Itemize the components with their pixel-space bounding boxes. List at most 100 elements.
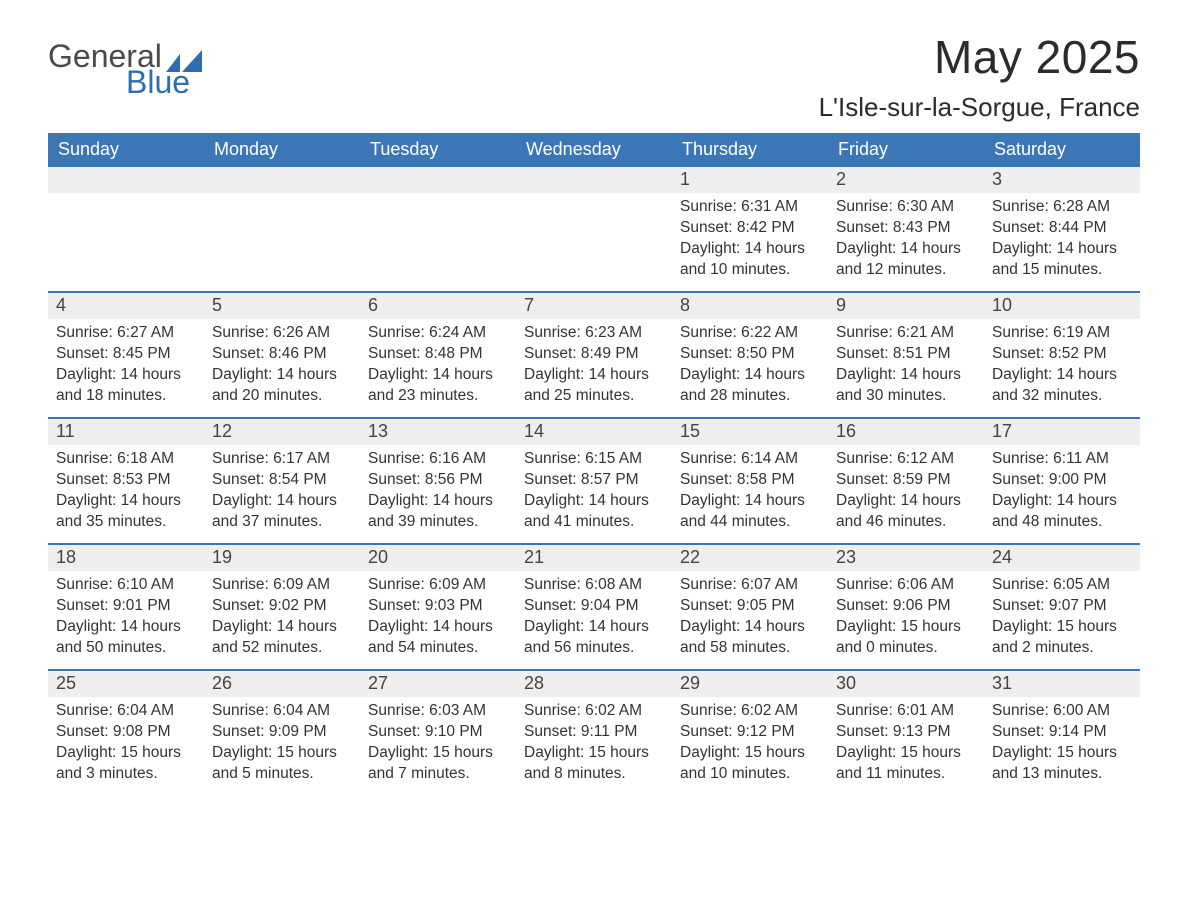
sunrise-line: Sunrise: 6:11 AM [992,449,1132,470]
day-number: . [48,167,204,193]
day-body: Sunrise: 6:03 AMSunset: 9:10 PMDaylight:… [360,697,516,785]
day-number: 12 [204,419,360,445]
sunrise-line: Sunrise: 6:26 AM [212,323,352,344]
day-body: Sunrise: 6:07 AMSunset: 9:05 PMDaylight:… [672,571,828,659]
day-cell: 26Sunrise: 6:04 AMSunset: 9:09 PMDayligh… [204,671,360,795]
daylight-line: Daylight: 15 hours and 2 minutes. [992,617,1132,659]
day-number: 13 [360,419,516,445]
day-cell: 21Sunrise: 6:08 AMSunset: 9:04 PMDayligh… [516,545,672,669]
sunrise-line: Sunrise: 6:02 AM [524,701,664,722]
sunset-line: Sunset: 9:08 PM [56,722,196,743]
daylight-line: Daylight: 15 hours and 7 minutes. [368,743,508,785]
day-number: 3 [984,167,1140,193]
day-body: Sunrise: 6:18 AMSunset: 8:53 PMDaylight:… [48,445,204,533]
day-number: 18 [48,545,204,571]
sunset-line: Sunset: 8:45 PM [56,344,196,365]
day-cell: 23Sunrise: 6:06 AMSunset: 9:06 PMDayligh… [828,545,984,669]
sunset-line: Sunset: 8:52 PM [992,344,1132,365]
day-body: Sunrise: 6:01 AMSunset: 9:13 PMDaylight:… [828,697,984,785]
day-body: Sunrise: 6:23 AMSunset: 8:49 PMDaylight:… [516,319,672,407]
day-body: Sunrise: 6:14 AMSunset: 8:58 PMDaylight:… [672,445,828,533]
month-title: May 2025 [819,30,1140,84]
daylight-line: Daylight: 14 hours and 32 minutes. [992,365,1132,407]
week-row: 11Sunrise: 6:18 AMSunset: 8:53 PMDayligh… [48,417,1140,543]
sunrise-line: Sunrise: 6:02 AM [680,701,820,722]
sunset-line: Sunset: 8:51 PM [836,344,976,365]
day-body: Sunrise: 6:02 AMSunset: 9:11 PMDaylight:… [516,697,672,785]
sunrise-line: Sunrise: 6:22 AM [680,323,820,344]
sunset-line: Sunset: 8:57 PM [524,470,664,491]
daylight-line: Daylight: 14 hours and 28 minutes. [680,365,820,407]
sunrise-line: Sunrise: 6:00 AM [992,701,1132,722]
daylight-line: Daylight: 14 hours and 35 minutes. [56,491,196,533]
title-block: May 2025 L'Isle-sur-la-Sorgue, France [819,30,1140,123]
day-number: 24 [984,545,1140,571]
day-body: Sunrise: 6:28 AMSunset: 8:44 PMDaylight:… [984,193,1140,281]
daylight-line: Daylight: 14 hours and 58 minutes. [680,617,820,659]
daylight-line: Daylight: 14 hours and 12 minutes. [836,239,976,281]
day-body: Sunrise: 6:24 AMSunset: 8:48 PMDaylight:… [360,319,516,407]
day-cell: 10Sunrise: 6:19 AMSunset: 8:52 PMDayligh… [984,293,1140,417]
day-cell: 8Sunrise: 6:22 AMSunset: 8:50 PMDaylight… [672,293,828,417]
sunset-line: Sunset: 8:50 PM [680,344,820,365]
daylight-line: Daylight: 14 hours and 41 minutes. [524,491,664,533]
sunrise-line: Sunrise: 6:03 AM [368,701,508,722]
daylight-line: Daylight: 15 hours and 11 minutes. [836,743,976,785]
week-row: 18Sunrise: 6:10 AMSunset: 9:01 PMDayligh… [48,543,1140,669]
daylight-line: Daylight: 14 hours and 30 minutes. [836,365,976,407]
day-number: 6 [360,293,516,319]
day-number: 31 [984,671,1140,697]
day-cell: 4Sunrise: 6:27 AMSunset: 8:45 PMDaylight… [48,293,204,417]
day-body: Sunrise: 6:31 AMSunset: 8:42 PMDaylight:… [672,193,828,281]
day-body: Sunrise: 6:02 AMSunset: 9:12 PMDaylight:… [672,697,828,785]
day-number: 9 [828,293,984,319]
day-body: Sunrise: 6:04 AMSunset: 9:08 PMDaylight:… [48,697,204,785]
day-cell-empty: . [360,167,516,291]
day-cell-empty: . [516,167,672,291]
day-number: . [516,167,672,193]
day-cell: 16Sunrise: 6:12 AMSunset: 8:59 PMDayligh… [828,419,984,543]
day-cell: 5Sunrise: 6:26 AMSunset: 8:46 PMDaylight… [204,293,360,417]
sunset-line: Sunset: 9:13 PM [836,722,976,743]
day-cell: 25Sunrise: 6:04 AMSunset: 9:08 PMDayligh… [48,671,204,795]
sunset-line: Sunset: 8:48 PM [368,344,508,365]
day-cell: 2Sunrise: 6:30 AMSunset: 8:43 PMDaylight… [828,167,984,291]
day-number: 27 [360,671,516,697]
day-cell: 15Sunrise: 6:14 AMSunset: 8:58 PMDayligh… [672,419,828,543]
sunrise-line: Sunrise: 6:12 AM [836,449,976,470]
sunrise-line: Sunrise: 6:28 AM [992,197,1132,218]
day-cell: 19Sunrise: 6:09 AMSunset: 9:02 PMDayligh… [204,545,360,669]
sunset-line: Sunset: 8:46 PM [212,344,352,365]
sunrise-line: Sunrise: 6:23 AM [524,323,664,344]
day-number: 20 [360,545,516,571]
day-cell: 3Sunrise: 6:28 AMSunset: 8:44 PMDaylight… [984,167,1140,291]
day-body: Sunrise: 6:00 AMSunset: 9:14 PMDaylight:… [984,697,1140,785]
day-number: 21 [516,545,672,571]
day-body: Sunrise: 6:05 AMSunset: 9:07 PMDaylight:… [984,571,1140,659]
sunrise-line: Sunrise: 6:09 AM [212,575,352,596]
daylight-line: Daylight: 15 hours and 10 minutes. [680,743,820,785]
sunset-line: Sunset: 9:04 PM [524,596,664,617]
sunrise-line: Sunrise: 6:08 AM [524,575,664,596]
sunrise-line: Sunrise: 6:18 AM [56,449,196,470]
sunset-line: Sunset: 9:14 PM [992,722,1132,743]
daylight-line: Daylight: 15 hours and 8 minutes. [524,743,664,785]
day-number: 26 [204,671,360,697]
day-cell: 13Sunrise: 6:16 AMSunset: 8:56 PMDayligh… [360,419,516,543]
sunset-line: Sunset: 8:53 PM [56,470,196,491]
day-number: 11 [48,419,204,445]
day-number: 10 [984,293,1140,319]
dow-friday: Friday [828,133,984,167]
sunset-line: Sunset: 8:42 PM [680,218,820,239]
sunset-line: Sunset: 9:10 PM [368,722,508,743]
daylight-line: Daylight: 14 hours and 10 minutes. [680,239,820,281]
day-body: Sunrise: 6:06 AMSunset: 9:06 PMDaylight:… [828,571,984,659]
day-number: 19 [204,545,360,571]
day-cell: 28Sunrise: 6:02 AMSunset: 9:11 PMDayligh… [516,671,672,795]
daylight-line: Daylight: 14 hours and 23 minutes. [368,365,508,407]
logo-text-blue: Blue [126,66,202,98]
day-body: Sunrise: 6:09 AMSunset: 9:02 PMDaylight:… [204,571,360,659]
daylight-line: Daylight: 14 hours and 39 minutes. [368,491,508,533]
day-cell: 24Sunrise: 6:05 AMSunset: 9:07 PMDayligh… [984,545,1140,669]
day-cell: 17Sunrise: 6:11 AMSunset: 9:00 PMDayligh… [984,419,1140,543]
